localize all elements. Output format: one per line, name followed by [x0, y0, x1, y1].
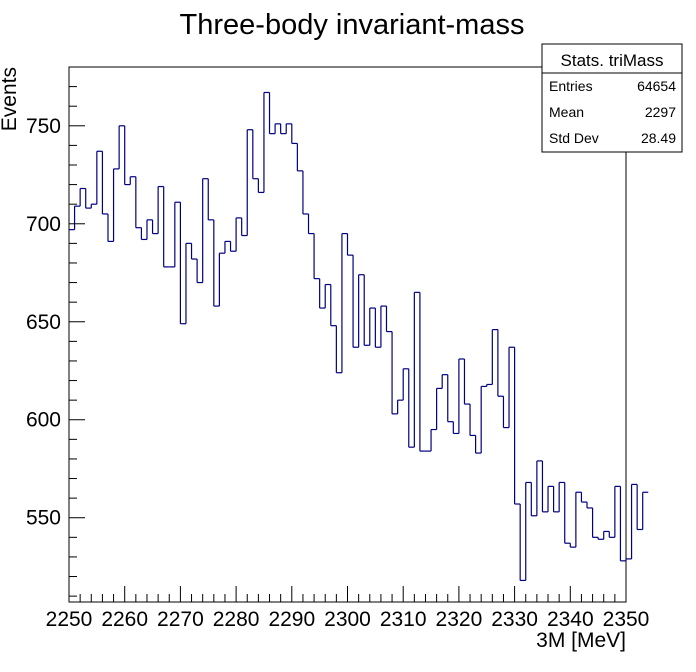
x-tick-label: 2270: [157, 608, 204, 631]
y-axis-label: Events: [0, 67, 21, 131]
stats-stddev-label: Std Dev: [549, 130, 599, 146]
y-axis-tick-labels: 550 600 650 700 750: [26, 115, 61, 530]
stats-box-title: Stats. triMass: [561, 51, 664, 70]
stats-stddev-value: 28.49: [641, 130, 676, 146]
x-axis-ticks: [68, 586, 627, 602]
x-tick-label: 2290: [268, 608, 315, 631]
x-tick-label: 2250: [46, 608, 93, 631]
x-tick-label: 2340: [547, 608, 594, 631]
x-tick-label: 2330: [491, 608, 538, 631]
chart-title: Three-body invariant-mass: [180, 9, 525, 41]
y-tick-label: 750: [26, 115, 61, 138]
stats-entries-label: Entries: [549, 78, 593, 94]
x-tick-label: 2320: [436, 608, 483, 631]
y-tick-label: 600: [26, 409, 61, 432]
y-tick-label: 700: [26, 213, 61, 236]
stats-mean-label: Mean: [549, 104, 584, 120]
y-axis-ticks: [69, 66, 85, 597]
stats-entries-value: 64654: [637, 78, 676, 94]
stats-box-frame: [541, 43, 683, 153]
x-tick-label: 2280: [213, 608, 260, 631]
stats-mean-value: 2297: [645, 104, 676, 120]
y-tick-label: 550: [26, 507, 61, 530]
x-tick-label: 2350: [603, 608, 650, 631]
x-tick-label: 2260: [101, 608, 148, 631]
x-axis-tick-labels: 2250 2260 2270 2280 2290 2300 2310 2320 2330 2340…: [46, 608, 650, 631]
x-tick-label: 2300: [324, 608, 371, 631]
y-tick-label: 650: [26, 311, 61, 334]
histogram-series-trimass: [69, 91, 649, 582]
stats-box: Stats. triMass Entries 64654 Mean 2297 S…: [541, 43, 683, 153]
x-axis-label: 3M [MeV]: [536, 629, 626, 652]
x-tick-label: 2310: [380, 608, 427, 631]
